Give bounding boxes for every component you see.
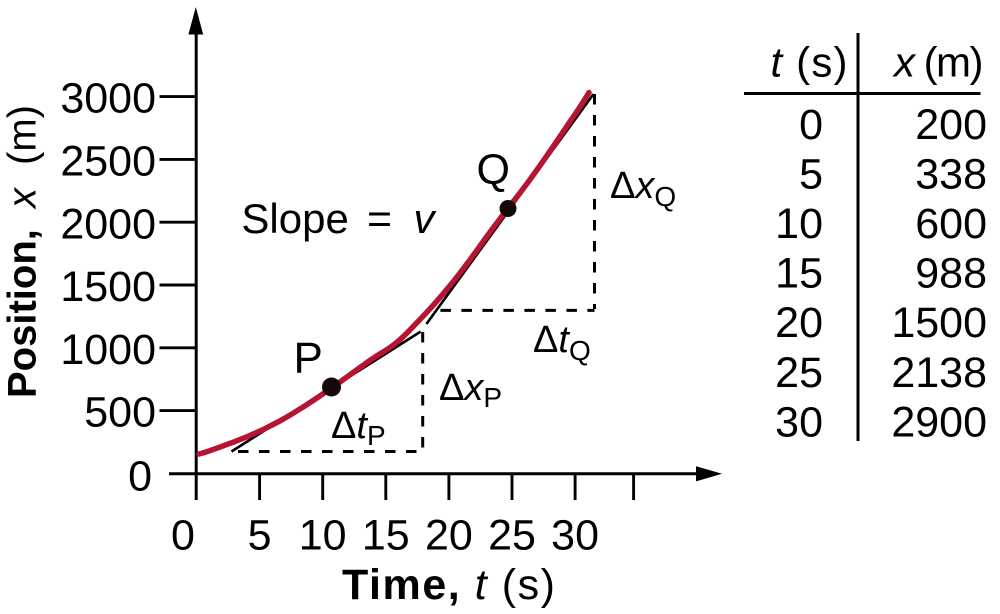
- svg-text:v: v: [414, 195, 438, 242]
- svg-text:t (s): t (s): [771, 39, 848, 86]
- svg-text:2138: 2138: [891, 349, 987, 397]
- svg-text:2000: 2000: [60, 200, 156, 248]
- svg-text:5: 5: [248, 512, 272, 560]
- svg-text:0: 0: [128, 452, 152, 500]
- svg-text:x (m): x (m): [892, 39, 984, 86]
- svg-text:x: x: [1, 186, 45, 210]
- svg-text:Time, t (s): Time, t (s): [342, 561, 555, 609]
- svg-text:(m): (m): [1, 105, 45, 165]
- svg-text:0: 0: [171, 512, 195, 560]
- svg-text:20: 20: [425, 512, 473, 560]
- svg-text:20: 20: [775, 299, 823, 347]
- svg-text:15: 15: [362, 512, 410, 560]
- svg-text:ΔtP: ΔtP: [331, 405, 386, 451]
- svg-text:P: P: [294, 334, 323, 383]
- svg-text:ΔxP: ΔxP: [439, 367, 502, 413]
- svg-text:ΔtQ: ΔtQ: [533, 319, 591, 366]
- svg-text:30: 30: [551, 512, 599, 560]
- svg-text:500: 500: [84, 389, 156, 437]
- svg-text:=: =: [367, 195, 392, 242]
- svg-text:5: 5: [799, 150, 823, 198]
- svg-text:10: 10: [775, 200, 823, 248]
- svg-text:15: 15: [775, 250, 823, 298]
- svg-text:1500: 1500: [60, 263, 156, 311]
- svg-text:2500: 2500: [60, 138, 156, 186]
- svg-text:3000: 3000: [60, 75, 156, 123]
- svg-text:988: 988: [915, 250, 987, 298]
- svg-text:Q: Q: [477, 146, 510, 194]
- svg-text:ΔxQ: ΔxQ: [610, 165, 676, 212]
- svg-text:25: 25: [775, 349, 823, 397]
- svg-text:338: 338: [915, 150, 987, 198]
- svg-text:Slope: Slope: [241, 195, 348, 242]
- svg-text:10: 10: [299, 512, 347, 560]
- svg-text:1000: 1000: [60, 326, 156, 374]
- svg-text:600: 600: [915, 200, 987, 248]
- svg-text:Position,: Position,: [1, 229, 45, 398]
- svg-text:25: 25: [488, 512, 536, 560]
- svg-text:0: 0: [799, 101, 823, 149]
- svg-text:2900: 2900: [891, 398, 987, 446]
- svg-text:200: 200: [915, 101, 987, 149]
- svg-text:1500: 1500: [891, 299, 987, 347]
- svg-text:30: 30: [775, 398, 823, 446]
